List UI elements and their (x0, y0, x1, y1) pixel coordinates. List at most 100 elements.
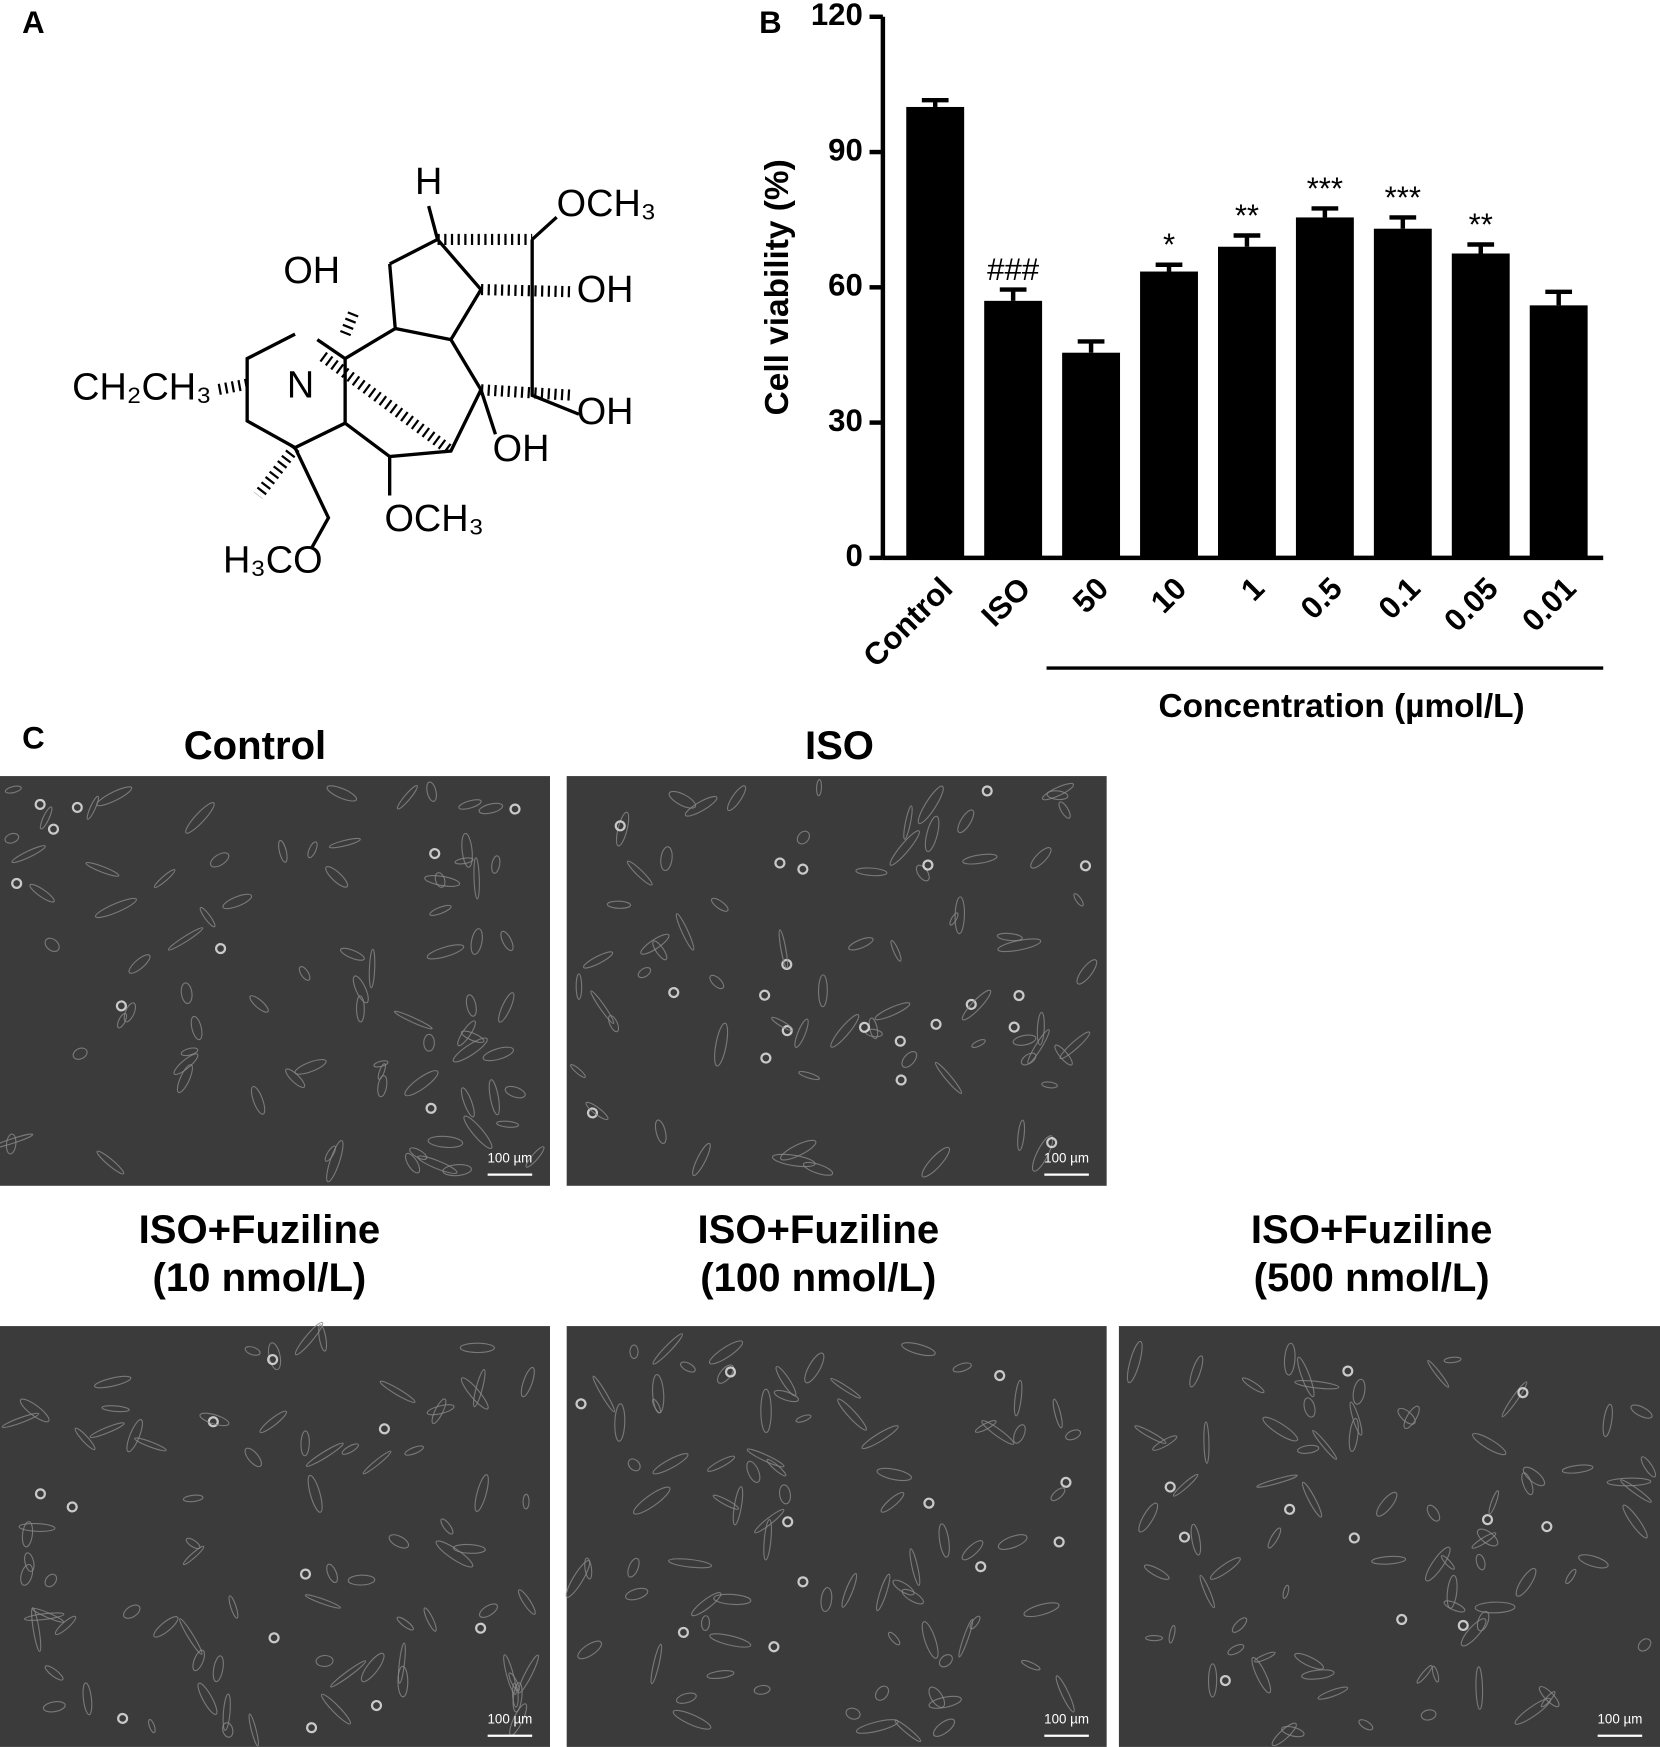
micrograph: 100 µm (0, 776, 550, 1186)
cell (1164, 1481, 1176, 1493)
cell (1013, 1379, 1023, 1417)
cell (1348, 1417, 1359, 1453)
cell (1008, 1021, 1020, 1033)
cell (404, 1445, 424, 1456)
cell (796, 830, 810, 845)
cell (1, 1412, 40, 1428)
cell (396, 785, 418, 810)
cell (781, 1025, 793, 1037)
cell (1342, 1365, 1354, 1377)
cell (802, 1161, 834, 1176)
cell (1219, 1675, 1231, 1687)
cell (1397, 1407, 1416, 1425)
cell (222, 893, 253, 910)
cell (889, 830, 920, 866)
cell (185, 802, 215, 834)
cell (894, 1035, 906, 1047)
cell (820, 1587, 833, 1613)
cell (39, 806, 53, 830)
scale-bar-label: 100 µm (487, 1712, 532, 1727)
micrograph-title: (100 nmol/L) (700, 1256, 936, 1300)
cell (21, 1521, 34, 1548)
cell (930, 1018, 942, 1030)
cell (677, 1626, 690, 1638)
cell (760, 1388, 772, 1434)
cell (117, 1712, 129, 1724)
cell (426, 781, 437, 802)
micrograph: 100 µm (566, 776, 1107, 1186)
micrograph-title: ISO (805, 724, 874, 768)
cell (96, 1150, 125, 1175)
y-tick-label: 90 (828, 132, 863, 167)
cell (307, 1474, 323, 1513)
cell (1052, 1398, 1063, 1429)
cell (397, 1665, 409, 1698)
cell (1517, 1387, 1529, 1399)
cell (478, 802, 504, 815)
micrograph: 100 µm (1118, 1326, 1660, 1747)
bar (1373, 228, 1432, 558)
cell (778, 1484, 791, 1505)
cell (928, 1686, 946, 1708)
cell (837, 1398, 867, 1431)
cell (981, 1420, 1015, 1445)
cell (458, 799, 482, 810)
cell (975, 1561, 987, 1573)
cell (1376, 1491, 1398, 1517)
x-tick-label: 10 (1144, 571, 1193, 620)
cell (452, 1037, 488, 1063)
cell (771, 1153, 816, 1168)
cell (1578, 1554, 1609, 1569)
cell (855, 867, 888, 877)
cell (1622, 1504, 1648, 1539)
cell (182, 1545, 205, 1566)
cell (1425, 1546, 1451, 1582)
cell (1013, 1424, 1026, 1444)
cell (570, 1064, 586, 1078)
cell (482, 1046, 514, 1062)
cell (248, 1713, 260, 1747)
cell (442, 1164, 472, 1177)
atom-label: H (415, 161, 442, 203)
cell (668, 790, 697, 809)
cell (816, 779, 823, 797)
cell (798, 1070, 820, 1081)
cell (1312, 1429, 1338, 1460)
cell (724, 1366, 737, 1378)
cell (1416, 1664, 1433, 1684)
cell (148, 1718, 156, 1734)
panel-label: B (759, 5, 782, 40)
cell (31, 1607, 42, 1652)
cell (324, 1145, 337, 1162)
atom-label: CH₂CH₃ (72, 367, 211, 409)
x-tick-label: 0.01 (1515, 571, 1583, 639)
cell (1472, 1432, 1507, 1456)
cell (1476, 1528, 1499, 1547)
cell (329, 1660, 367, 1688)
cell (637, 967, 652, 979)
cell (5, 1133, 17, 1155)
cell (133, 1437, 167, 1452)
cell (379, 1380, 416, 1403)
cell (668, 986, 680, 999)
cell (949, 912, 959, 926)
cell (23, 1612, 65, 1621)
cell (153, 869, 176, 889)
micrograph: 100 µm (565, 1326, 1107, 1747)
cell (830, 1014, 860, 1048)
atom-label: OH (577, 269, 634, 311)
cell (222, 1693, 231, 1731)
cell (498, 992, 515, 1023)
cell (633, 1486, 671, 1515)
cell (488, 1079, 500, 1116)
cell (74, 1427, 96, 1451)
cell (268, 1632, 280, 1644)
cell (326, 1563, 338, 1584)
cell (250, 1085, 266, 1115)
cell (1138, 1502, 1159, 1533)
cell (1251, 1656, 1272, 1694)
cell (1488, 1490, 1500, 1515)
cell (590, 990, 615, 1024)
cell (500, 930, 514, 952)
atom-label: N (287, 365, 314, 407)
